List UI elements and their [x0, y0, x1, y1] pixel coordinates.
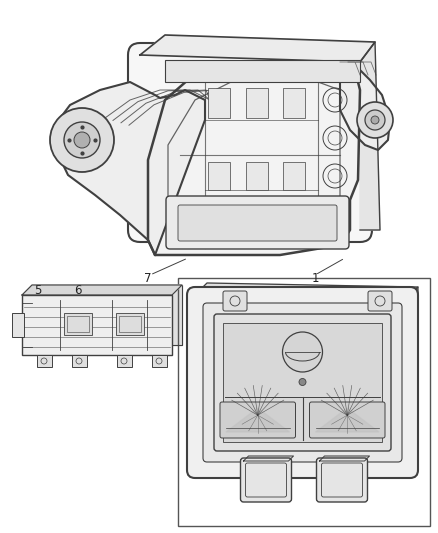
Circle shape — [299, 378, 306, 385]
Polygon shape — [148, 62, 360, 255]
Polygon shape — [360, 42, 380, 230]
Text: 1: 1 — [311, 271, 319, 285]
Polygon shape — [244, 456, 293, 461]
Bar — [178, 278, 430, 526]
FancyBboxPatch shape — [283, 162, 305, 190]
Bar — [116, 313, 144, 335]
Text: 5: 5 — [34, 284, 42, 296]
Circle shape — [64, 122, 100, 158]
FancyBboxPatch shape — [283, 88, 305, 118]
FancyBboxPatch shape — [117, 355, 132, 367]
Circle shape — [357, 102, 393, 138]
FancyBboxPatch shape — [220, 402, 296, 438]
FancyBboxPatch shape — [22, 295, 172, 355]
FancyBboxPatch shape — [208, 162, 230, 190]
Circle shape — [74, 132, 90, 148]
Polygon shape — [55, 82, 205, 255]
Bar — [67, 316, 89, 332]
Circle shape — [365, 110, 385, 130]
FancyBboxPatch shape — [178, 205, 337, 241]
FancyBboxPatch shape — [214, 314, 391, 451]
FancyBboxPatch shape — [368, 291, 392, 311]
Bar — [64, 313, 92, 335]
Polygon shape — [140, 35, 375, 62]
Polygon shape — [226, 408, 290, 432]
FancyBboxPatch shape — [317, 458, 367, 502]
FancyBboxPatch shape — [72, 355, 87, 367]
FancyBboxPatch shape — [187, 287, 418, 478]
FancyBboxPatch shape — [128, 43, 372, 242]
Polygon shape — [340, 68, 390, 150]
Circle shape — [283, 332, 322, 372]
FancyBboxPatch shape — [37, 355, 52, 367]
FancyBboxPatch shape — [223, 291, 247, 311]
FancyBboxPatch shape — [310, 402, 385, 438]
FancyBboxPatch shape — [152, 355, 167, 367]
Polygon shape — [32, 285, 182, 345]
FancyBboxPatch shape — [203, 303, 402, 462]
FancyBboxPatch shape — [12, 313, 24, 337]
Polygon shape — [319, 456, 370, 461]
Circle shape — [50, 108, 114, 172]
FancyBboxPatch shape — [166, 196, 349, 249]
Polygon shape — [22, 285, 182, 295]
FancyBboxPatch shape — [246, 162, 268, 190]
FancyBboxPatch shape — [223, 323, 382, 442]
Text: 3: 3 — [244, 483, 252, 497]
FancyBboxPatch shape — [208, 88, 230, 118]
Polygon shape — [195, 283, 418, 295]
Circle shape — [371, 116, 379, 124]
FancyBboxPatch shape — [165, 60, 360, 82]
Text: 6: 6 — [74, 284, 82, 296]
Bar — [119, 316, 141, 332]
Text: 7: 7 — [144, 271, 152, 285]
Text: 2: 2 — [194, 374, 202, 386]
Polygon shape — [315, 408, 379, 432]
FancyBboxPatch shape — [246, 88, 268, 118]
FancyBboxPatch shape — [240, 458, 292, 502]
Polygon shape — [410, 287, 418, 470]
